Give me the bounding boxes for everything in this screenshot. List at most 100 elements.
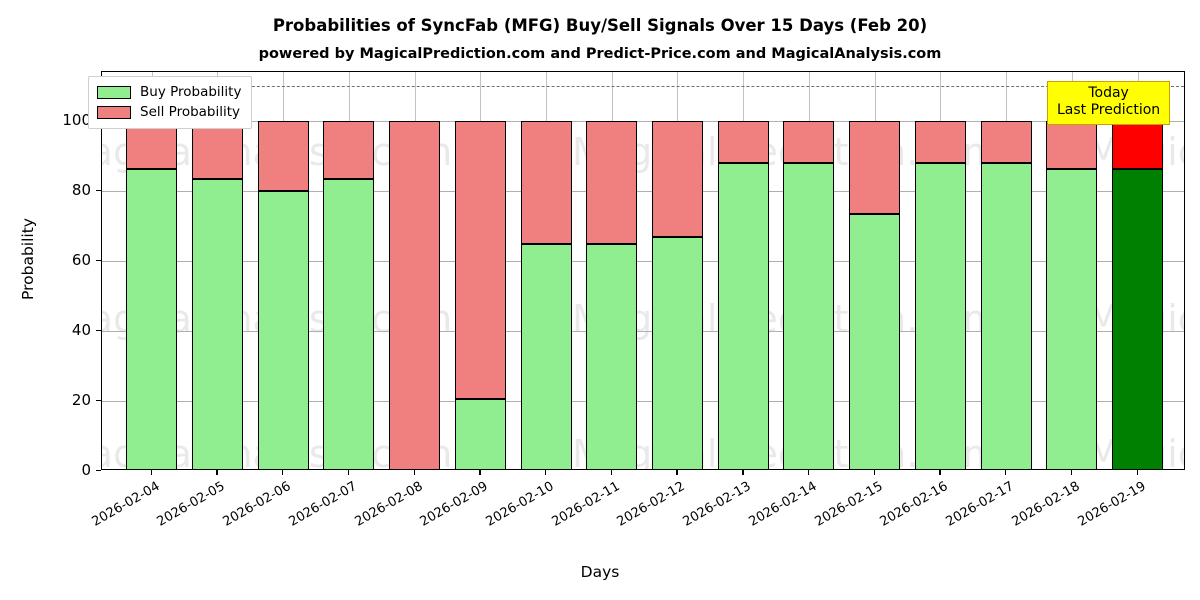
x-tick-label: 2026-02-15 <box>812 479 886 530</box>
today-annotation: Today Last Prediction <box>1047 81 1171 126</box>
bar-segment-sell[interactable] <box>454 121 506 400</box>
x-tick-mark <box>413 470 415 475</box>
bar-segment-buy[interactable] <box>586 243 638 469</box>
x-tick-mark <box>347 470 350 475</box>
bar-segment-sell[interactable] <box>849 121 901 214</box>
x-tick-label: 2026-02-07 <box>286 479 360 530</box>
bar-segment-sell[interactable] <box>520 121 572 244</box>
x-tick-label: 2026-02-18 <box>1009 479 1083 530</box>
y-tick-mark <box>96 469 101 471</box>
y-tick-label: 60 <box>71 251 91 269</box>
x-tick-mark <box>807 470 810 475</box>
x-tick-mark <box>216 470 218 475</box>
bar-segment-sell[interactable] <box>914 121 966 163</box>
x-tick-mark <box>873 470 875 475</box>
x-tick-label: 2026-02-17 <box>943 479 1017 530</box>
bar-segment-sell[interactable] <box>126 121 178 170</box>
bar-column[interactable] <box>126 72 178 469</box>
x-tick-label: 2026-02-16 <box>877 479 951 530</box>
bar-segment-sell[interactable] <box>191 121 243 180</box>
bar-segment-buy[interactable] <box>191 179 243 469</box>
bar-segment-buy[interactable] <box>783 163 835 469</box>
y-tick-label: 80 <box>71 181 91 199</box>
bar-column[interactable] <box>520 72 572 469</box>
x-tick-label: 2026-02-14 <box>746 479 820 530</box>
legend-label-buy: Buy Probability <box>140 84 242 100</box>
legend-swatch-sell <box>97 105 131 119</box>
y-tick-mark <box>96 329 101 331</box>
bar-segment-buy[interactable] <box>454 399 506 469</box>
bar-column[interactable] <box>651 72 703 469</box>
bar-segment-sell[interactable] <box>323 121 375 180</box>
bar-segment-sell[interactable] <box>586 121 638 244</box>
bar-column[interactable] <box>914 72 966 469</box>
bar-column[interactable] <box>454 72 506 469</box>
x-tick-mark <box>282 470 284 475</box>
x-tick-mark <box>610 470 613 475</box>
bar-column[interactable] <box>323 72 375 469</box>
plot-area: MagicalAnalysis.comMagicalPrediction.com… <box>101 71 1185 470</box>
bar-segment-buy[interactable] <box>257 191 309 469</box>
bar-segment-buy[interactable] <box>849 213 901 469</box>
bar-segment-sell[interactable] <box>257 121 309 191</box>
bar-column[interactable] <box>191 72 243 469</box>
x-tick-label: 2026-02-13 <box>680 479 754 530</box>
x-tick-label: 2026-02-08 <box>352 479 426 530</box>
bar-segment-buy[interactable] <box>323 179 375 469</box>
reference-line <box>102 86 1184 87</box>
gridline-horizontal <box>102 261 1184 262</box>
bar-column[interactable] <box>257 72 309 469</box>
x-tick-label: 2026-02-06 <box>220 479 294 530</box>
today-annotation-line1: Today <box>1088 85 1129 101</box>
bar-column[interactable] <box>849 72 901 469</box>
legend-item-sell[interactable]: Sell Probability <box>97 102 241 122</box>
bar-column[interactable] <box>1046 72 1098 469</box>
x-tick-label: 2026-02-11 <box>549 479 623 530</box>
bar-column[interactable] <box>586 72 638 469</box>
bar-segment-sell[interactable] <box>717 121 769 163</box>
x-tick-label: 2026-02-05 <box>155 479 228 530</box>
bar-column[interactable] <box>783 72 835 469</box>
gridline-horizontal <box>102 191 1184 192</box>
legend-item-buy[interactable]: Buy Probability <box>97 82 241 102</box>
gridline-horizontal <box>102 401 1184 402</box>
x-tick-label: 2026-02-19 <box>1075 479 1149 530</box>
today-annotation-line2: Last Prediction <box>1057 102 1161 119</box>
bar-segment-sell[interactable] <box>389 121 441 469</box>
bar-column[interactable] <box>389 72 441 469</box>
x-tick-mark <box>1136 470 1138 475</box>
bar-column[interactable] <box>717 72 769 469</box>
y-tick-label: 40 <box>71 321 91 339</box>
bar-segment-buy[interactable] <box>1046 168 1098 469</box>
bar-column[interactable] <box>1112 72 1164 469</box>
gridline-horizontal <box>102 331 1184 332</box>
bar-segment-buy[interactable] <box>520 243 572 469</box>
x-tick-mark <box>150 470 153 475</box>
x-tick-mark <box>676 470 678 475</box>
chart-legend: Buy Probability Sell Probability <box>88 76 253 129</box>
bar-segment-buy[interactable] <box>651 237 703 469</box>
bar-segment-buy[interactable] <box>717 163 769 469</box>
bar-column[interactable] <box>980 72 1032 469</box>
x-tick-label: 2026-02-04 <box>89 479 163 530</box>
bar-segment-sell[interactable] <box>651 121 703 238</box>
y-tick-label: 100 <box>62 111 91 129</box>
y-tick-mark <box>96 189 101 191</box>
bar-segment-buy[interactable] <box>126 169 178 469</box>
x-tick-mark <box>545 470 547 475</box>
bar-segment-buy[interactable] <box>1112 168 1164 469</box>
bar-segment-sell[interactable] <box>1046 121 1098 169</box>
y-tick-label: 0 <box>81 461 91 479</box>
bar-segment-sell[interactable] <box>783 121 835 163</box>
bar-segment-sell[interactable] <box>980 121 1032 163</box>
bar-segment-buy[interactable] <box>914 163 966 469</box>
x-tick-label: 2026-02-10 <box>483 479 557 530</box>
bar-segment-buy[interactable] <box>980 163 1032 469</box>
y-tick-mark <box>96 259 101 261</box>
x-tick-label: 2026-02-12 <box>615 479 688 530</box>
x-axis-title: Days <box>580 563 620 581</box>
bar-segment-sell[interactable] <box>1112 121 1164 169</box>
gridline-horizontal <box>102 121 1184 122</box>
x-tick-mark <box>1070 470 1073 475</box>
